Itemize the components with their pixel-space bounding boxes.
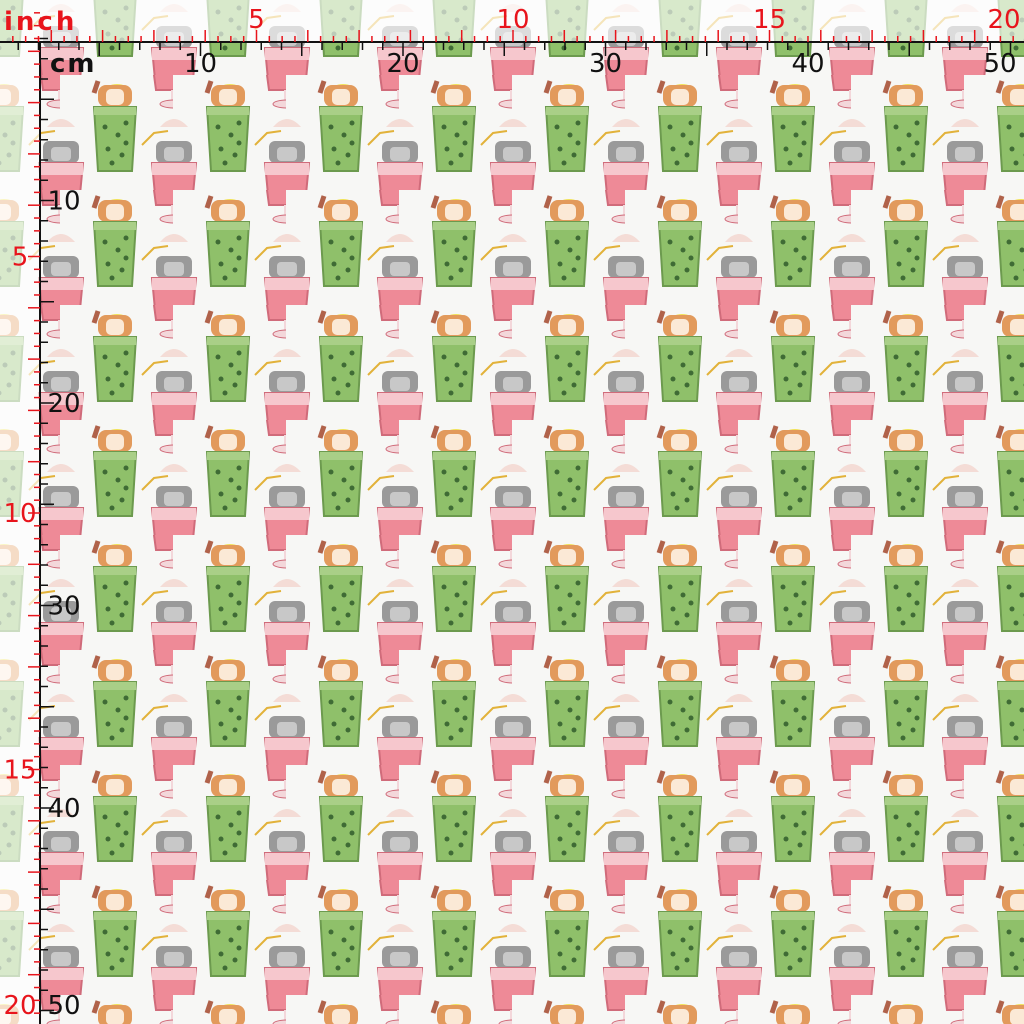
- cm-label: 50: [983, 49, 1016, 79]
- cm-label: 10: [184, 49, 217, 79]
- cm-label: 40: [791, 49, 824, 79]
- cm-label: 20: [386, 49, 419, 79]
- cm-unit: cm: [50, 49, 97, 79]
- cm-label: 30: [589, 49, 622, 79]
- cm-label: 40: [47, 794, 80, 824]
- inch-label: 15: [3, 756, 36, 786]
- inch-label: 20: [987, 5, 1020, 35]
- cm-label: 10: [47, 187, 80, 217]
- inch-label: 10: [496, 5, 529, 35]
- inch-label: 5: [248, 5, 265, 35]
- left-ruler-band: [0, 42, 40, 1024]
- inch-label: 20: [3, 991, 36, 1021]
- inch-label: 10: [3, 499, 36, 529]
- cm-label: 50: [47, 991, 80, 1021]
- inch-label: 5: [12, 243, 29, 273]
- ruler-ticks: [12, 12, 1014, 1014]
- inch-unit: inch: [4, 7, 77, 37]
- cm-label: 20: [47, 389, 80, 419]
- cm-label: 30: [47, 592, 80, 622]
- top-ruler-band: [0, 0, 1024, 42]
- inch-label: 15: [753, 5, 786, 35]
